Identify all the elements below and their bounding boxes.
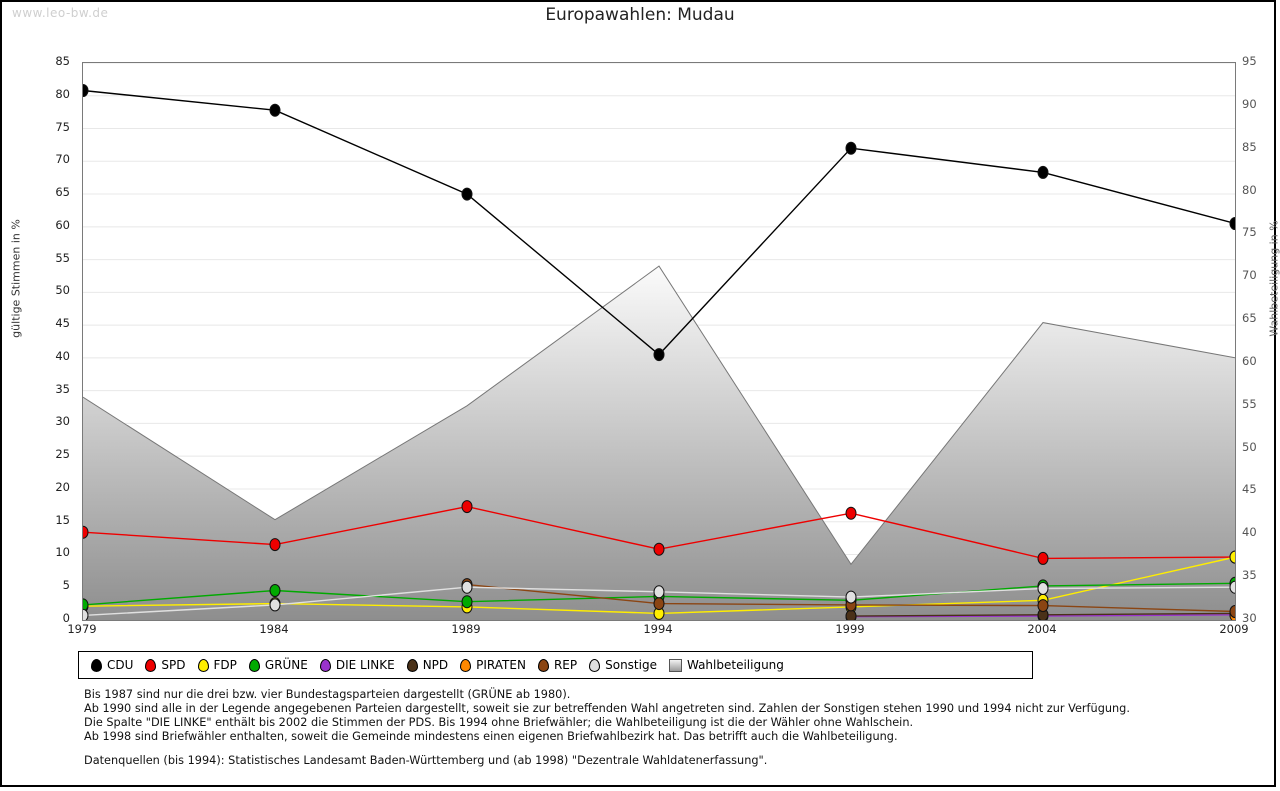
legend-label: Wahlbeteiligung xyxy=(686,658,784,672)
legend-marker-icon xyxy=(460,658,472,672)
legend-marker-icon xyxy=(197,658,209,672)
chart-canvas xyxy=(83,63,1235,620)
y-tick-right: 50 xyxy=(1242,439,1257,454)
y-tick-left: 30 xyxy=(55,414,70,429)
footnotes: Bis 1987 sind nur die drei bzw. vier Bun… xyxy=(84,688,1130,744)
y-tick-left: 80 xyxy=(55,86,70,101)
x-tick: 1984 xyxy=(259,622,289,636)
data-source-note: Datenquellen (bis 1994): Statistisches L… xyxy=(84,754,768,767)
y-tick-right: 90 xyxy=(1242,96,1257,111)
footnote-line: Ab 1990 sind alle in der Legende angegeb… xyxy=(84,702,1130,716)
legend-label: Sonstige xyxy=(605,658,657,672)
legend-label: PIRATEN xyxy=(476,658,526,672)
legend-item-rep[interactable]: REP xyxy=(537,658,578,672)
legend-item-wahlbeteiligung[interactable]: Wahlbeteiligung xyxy=(668,658,784,672)
legend-marker-icon xyxy=(319,658,331,672)
y-tick-left: 15 xyxy=(55,512,70,527)
legend-marker-icon xyxy=(145,658,157,672)
legend-item-piraten[interactable]: PIRATEN xyxy=(460,658,526,672)
plot-area xyxy=(82,62,1236,621)
x-tick: 1989 xyxy=(451,622,481,636)
legend-marker-icon xyxy=(248,658,260,672)
legend-label: REP xyxy=(553,658,578,672)
y-tick-left: 35 xyxy=(55,381,70,396)
y-tick-left: 75 xyxy=(55,119,70,134)
legend-item-spd[interactable]: SPD xyxy=(145,658,186,672)
series-sonstige xyxy=(83,580,1235,620)
footnote-line: Die Spalte "DIE LINKE" enthält bis 2002 … xyxy=(84,716,914,730)
y-tick-left: 0 xyxy=(62,611,70,625)
legend-label: GRÜNE xyxy=(264,658,308,672)
legend-item-npd[interactable]: NPD xyxy=(406,658,449,672)
y-tick-left: 20 xyxy=(55,479,70,494)
legend-area-swatch-icon xyxy=(668,658,682,672)
series-cdu xyxy=(83,84,1235,362)
y-tick-right: 70 xyxy=(1242,268,1257,283)
y-tick-left: 65 xyxy=(55,185,70,200)
y-tick-right: 40 xyxy=(1242,525,1257,540)
legend-marker-icon xyxy=(537,658,549,672)
x-tick: 1979 xyxy=(67,622,97,636)
y-tick-left: 40 xyxy=(55,348,70,363)
legend-marker-icon xyxy=(589,658,601,672)
y-tick-left: 70 xyxy=(55,152,70,167)
legend-item-fdp[interactable]: FDP xyxy=(197,658,237,672)
x-tick: 2009 xyxy=(1219,622,1249,636)
footnote-line: Ab 1998 sind Briefwähler enthalten, sowe… xyxy=(84,730,898,744)
legend-item-grüne[interactable]: GRÜNE xyxy=(248,658,308,672)
y-tick-right: 55 xyxy=(1242,396,1257,411)
legend-marker-icon xyxy=(91,658,102,672)
series-wahlbeteiligung-area xyxy=(83,265,1235,620)
y-tick-right: 65 xyxy=(1242,311,1257,326)
y-tick-right: 30 xyxy=(1242,611,1257,625)
y-tick-right: 75 xyxy=(1242,225,1257,240)
x-tick: 2004 xyxy=(1027,622,1057,636)
y-tick-left: 50 xyxy=(55,283,70,298)
y-tick-right: 60 xyxy=(1242,353,1257,368)
y-tick-left: 60 xyxy=(55,217,70,232)
legend-label: SPD xyxy=(161,658,186,672)
y-tick-left: 45 xyxy=(55,316,70,331)
y-tick-right: 95 xyxy=(1242,54,1257,68)
x-tick: 1994 xyxy=(643,622,673,636)
y-tick-right: 85 xyxy=(1242,139,1257,154)
legend-item-cdu[interactable]: CDU xyxy=(91,658,133,672)
legend-item-sonstige[interactable]: Sonstige xyxy=(589,658,657,672)
y-tick-left: 55 xyxy=(55,250,70,265)
y-tick-left: 10 xyxy=(55,545,70,560)
footnote-line: Bis 1987 sind nur die drei bzw. vier Bun… xyxy=(84,688,571,701)
legend-marker-icon xyxy=(406,658,418,672)
y-tick-right: 35 xyxy=(1242,568,1257,583)
legend-label: FDP xyxy=(213,658,237,672)
y-tick-left: 5 xyxy=(62,578,70,593)
y-tick-right: 45 xyxy=(1242,482,1257,497)
y-tick-right: 80 xyxy=(1242,182,1257,197)
chart-legend: CDU SPD FDP GRÜNE DIE LINKE NPD PIRATEN REP Sons… xyxy=(78,651,1033,679)
legend-item-die-linke[interactable]: DIE LINKE xyxy=(319,658,395,672)
x-tick: 1999 xyxy=(835,622,865,636)
legend-label: NPD xyxy=(422,658,449,672)
chart-title: Europawahlen: Mudau xyxy=(545,5,735,25)
legend-label: DIE LINKE xyxy=(335,658,395,672)
watermark: www.leo-bw.de xyxy=(12,6,109,20)
y-tick-left: 25 xyxy=(55,447,70,462)
legend-label: CDU xyxy=(107,658,134,672)
y-tick-left: 85 xyxy=(55,54,70,68)
